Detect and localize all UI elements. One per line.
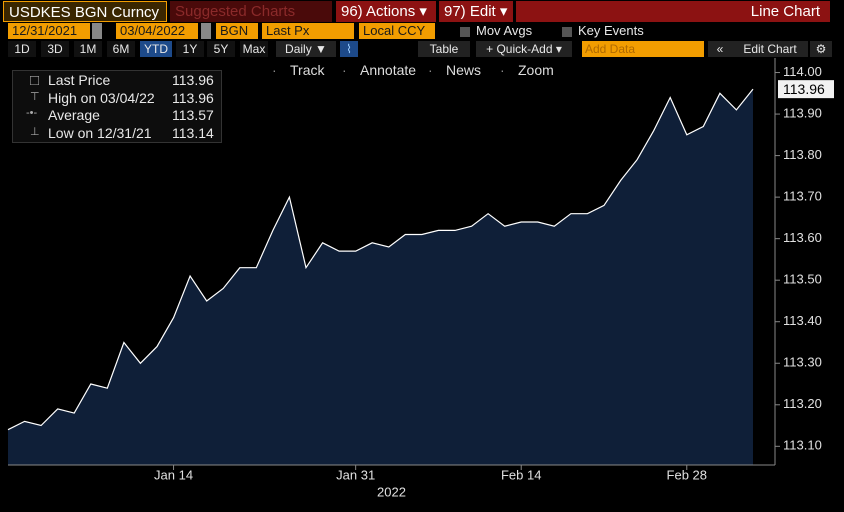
field-select[interactable]: Last Px bbox=[262, 23, 354, 39]
legend-icon: ⊤ bbox=[30, 90, 40, 103]
end-date[interactable]: 03/04/2022 bbox=[116, 23, 198, 39]
period-button[interactable]: 1Y bbox=[176, 41, 204, 57]
y-tick-label: 113.60 bbox=[783, 230, 822, 245]
last-price-tag bbox=[778, 80, 834, 99]
y-tick-label: 113.20 bbox=[783, 396, 822, 411]
key-events-label: Key Events bbox=[578, 23, 644, 38]
x-tick-label: Feb 14 bbox=[501, 467, 541, 482]
edit-chart-button[interactable]: Edit Chart bbox=[732, 41, 808, 57]
edit-menu[interactable]: 97) Edit ▾ bbox=[439, 1, 513, 22]
tool-button[interactable]: Zoom bbox=[518, 62, 554, 78]
settings-button[interactable]: ⚙ bbox=[810, 41, 832, 57]
tool-icon[interactable]: · bbox=[500, 62, 505, 78]
period-button[interactable]: 5Y bbox=[207, 41, 235, 57]
x-axis-label: 2022 bbox=[377, 484, 406, 499]
y-tick-label: 113.90 bbox=[783, 106, 822, 121]
add-data-field[interactable]: Add Data bbox=[582, 41, 704, 57]
period-button[interactable]: 1D bbox=[8, 41, 36, 57]
y-tick-label: 113.40 bbox=[783, 313, 822, 328]
legend-icon: -•- bbox=[26, 107, 38, 119]
x-tick-label: Jan 14 bbox=[154, 467, 193, 482]
legend-label: Average bbox=[48, 107, 100, 123]
legend-value: 113.57 bbox=[172, 107, 214, 123]
y-tick-label: 113.30 bbox=[783, 355, 822, 370]
legend bbox=[12, 70, 222, 143]
collapse-button[interactable]: « bbox=[708, 41, 732, 57]
frequency-label: Daily bbox=[285, 42, 312, 56]
area bbox=[8, 89, 753, 465]
tool-button[interactable]: Track bbox=[290, 62, 325, 78]
x-tick-label: Jan 31 bbox=[336, 467, 375, 482]
legend-icon: □ bbox=[30, 72, 40, 89]
period-button[interactable]: YTD bbox=[140, 41, 172, 57]
actions-label: 96) Actions bbox=[341, 3, 416, 20]
period-button[interactable]: Max bbox=[240, 41, 268, 57]
chart-kind: Line Chart bbox=[516, 1, 830, 22]
legend-icon: ⊥ bbox=[30, 125, 40, 138]
table-button[interactable]: Table bbox=[418, 41, 470, 57]
y-tick-label: 113.80 bbox=[783, 147, 822, 162]
x-tick-label: Feb 28 bbox=[667, 467, 707, 482]
calendar-icon[interactable] bbox=[201, 23, 211, 39]
mov-avgs-label: Mov Avgs bbox=[476, 23, 533, 38]
legend-label: High on 03/04/22 bbox=[48, 89, 155, 106]
quick-add-label: + Quick-Add bbox=[486, 42, 553, 56]
legend-value: 113.96 bbox=[172, 72, 214, 88]
actions-menu[interactable]: 96) Actions ▾ bbox=[336, 1, 436, 22]
suggested-button[interactable]: Suggested Charts bbox=[170, 1, 332, 22]
tool-icon[interactable]: · bbox=[272, 62, 277, 78]
tool-button[interactable]: Annotate bbox=[360, 62, 417, 78]
calendar-icon[interactable] bbox=[92, 23, 102, 39]
tool-icon[interactable]: · bbox=[342, 62, 347, 78]
y-tick-label: 113.10 bbox=[783, 438, 822, 453]
start-date[interactable]: 12/31/2021 bbox=[8, 23, 90, 39]
legend-value: 113.96 bbox=[172, 89, 214, 106]
edit-label: 97) Edit bbox=[444, 3, 496, 20]
tool-button[interactable]: News bbox=[446, 62, 482, 78]
period-button[interactable]: 3D bbox=[41, 41, 69, 57]
tool-icon[interactable]: · bbox=[428, 62, 433, 78]
source-field[interactable]: BGN bbox=[216, 23, 258, 39]
y-tick-label: 113.50 bbox=[783, 272, 822, 287]
legend-value: 113.14 bbox=[172, 124, 214, 141]
quick-add-button[interactable]: + Quick-Add ▾ bbox=[476, 41, 572, 57]
line-icon[interactable]: ⌇ bbox=[340, 41, 358, 57]
period-button[interactable]: 1M bbox=[74, 41, 102, 57]
last-price-label: 113.96 bbox=[783, 81, 825, 97]
period-button[interactable]: 6M bbox=[107, 41, 135, 57]
legend-label: Last Price bbox=[48, 72, 111, 88]
y-tick-label: 114.00 bbox=[783, 64, 822, 79]
price-line bbox=[7, 88, 754, 431]
frequency-select[interactable]: Daily ▼ bbox=[276, 41, 336, 57]
checkbox[interactable] bbox=[562, 27, 572, 37]
currency-select[interactable]: Local CCY bbox=[359, 23, 435, 39]
y-tick-label: 113.70 bbox=[783, 189, 822, 204]
legend-label: Low on 12/31/21 bbox=[48, 124, 152, 141]
checkbox[interactable] bbox=[460, 27, 470, 37]
security-field[interactable]: USDKES BGN Curncy bbox=[3, 1, 167, 22]
